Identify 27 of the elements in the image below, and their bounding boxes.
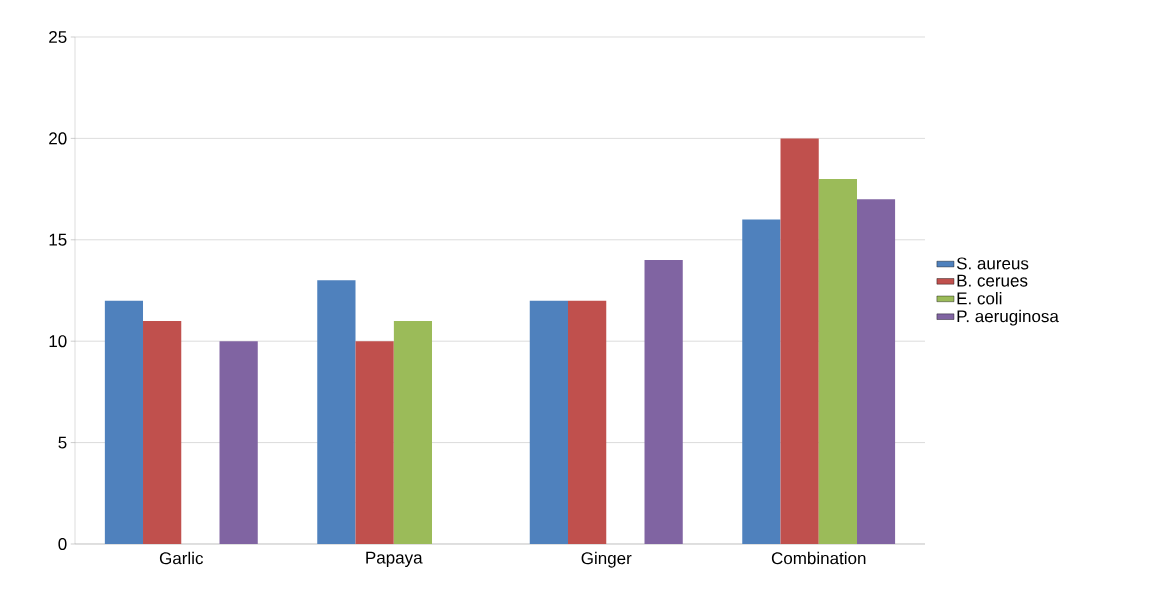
x-tick-label: Garlic — [159, 551, 203, 565]
x-tick-label: Ginger — [581, 551, 632, 568]
x-tick-label: Combination — [771, 551, 866, 565]
y-tick-label: 5 — [58, 436, 67, 449]
bar — [355, 341, 394, 544]
legend-label: P. aeruginosa — [957, 309, 1059, 326]
y-tick-label: 10 — [49, 335, 67, 348]
bar — [393, 320, 433, 544]
bar — [568, 300, 607, 544]
y-tick-label: 25 — [49, 30, 67, 44]
bar — [529, 300, 569, 544]
bar — [780, 138, 819, 544]
bar — [219, 341, 258, 544]
legend-label: S. aureus — [956, 257, 1029, 270]
bar — [143, 320, 182, 544]
legend-label: B. cerues — [957, 274, 1028, 287]
x-tick-label: Papaya — [366, 551, 423, 568]
bar — [857, 199, 896, 544]
y-tick-label: 15 — [49, 233, 67, 246]
legend-label: E. coli — [957, 291, 1002, 305]
bar — [104, 300, 144, 544]
bar — [317, 280, 356, 544]
bar — [818, 178, 857, 544]
bar — [644, 260, 683, 544]
y-tick-label: 20 — [49, 132, 67, 145]
bar — [742, 219, 781, 544]
y-tick-label: 0 — [58, 537, 67, 551]
